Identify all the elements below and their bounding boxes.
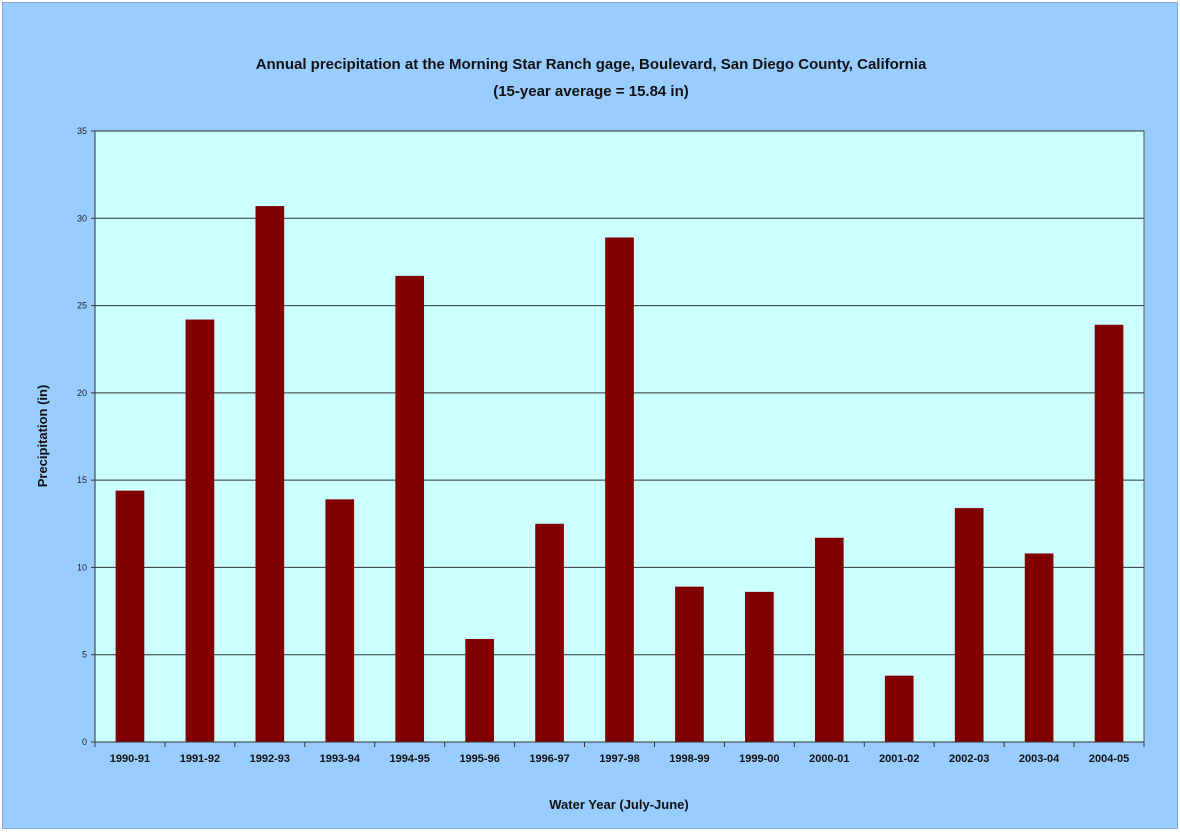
x-tick-label: 1997-98 xyxy=(599,753,639,765)
x-tick-label: 2001-02 xyxy=(879,753,919,765)
x-tick-label: 1995-96 xyxy=(459,753,499,765)
bar-1992-93 xyxy=(255,206,285,742)
bar-1991-92 xyxy=(185,319,215,742)
bar-2001-02 xyxy=(884,675,914,742)
x-tick-label: 1998-99 xyxy=(669,753,709,765)
y-axis-title: Precipitation (in) xyxy=(35,385,50,488)
y-tick-label: 20 xyxy=(77,388,87,398)
bar-1996-97 xyxy=(535,523,564,742)
bar-1999-00 xyxy=(745,591,774,742)
y-tick-labels: 0 5 10 15 20 25 30 35 xyxy=(77,126,95,747)
x-tick-label: 1992-93 xyxy=(250,753,290,765)
bar-1990-91 xyxy=(115,490,145,742)
x-tick-label: 1999-00 xyxy=(739,753,779,765)
x-tick-label: 1996-97 xyxy=(529,753,569,765)
bar-chart: Annual precipitation at the Morning Star… xyxy=(35,56,1145,812)
y-tick-label: 30 xyxy=(77,213,87,223)
bar-1993-94 xyxy=(325,499,355,742)
x-tick-label: 1994-95 xyxy=(390,753,430,765)
bars xyxy=(115,206,1124,742)
y-tick-label: 5 xyxy=(82,650,87,660)
chart-subtitle: (15-year average = 15.84 in) xyxy=(493,83,689,100)
bar-2002-03 xyxy=(954,508,984,742)
bar-1997-98 xyxy=(605,237,634,742)
x-tick-label: 1990-91 xyxy=(110,753,150,765)
chart-title: Annual precipitation at the Morning Star… xyxy=(256,56,927,73)
bar-2004-05 xyxy=(1094,324,1124,742)
x-tick-label: 2002-03 xyxy=(949,753,989,765)
bar-1998-99 xyxy=(675,586,704,742)
x-tick-labels: 1990-91 1991-92 1992-93 1993-94 1994-95 1995-… xyxy=(94,742,1145,765)
bar-1994-95 xyxy=(395,275,425,742)
x-tick-label: 2000-01 xyxy=(809,753,849,765)
y-tick-label: 15 xyxy=(77,475,87,485)
y-tick-label: 35 xyxy=(77,126,87,136)
bar-2003-04 xyxy=(1024,553,1054,742)
x-tick-label: 1993-94 xyxy=(320,753,361,765)
x-axis-title: Water Year (July-June) xyxy=(549,797,688,812)
bar-2000-01 xyxy=(814,537,844,742)
x-tick-label: 1991-92 xyxy=(180,753,220,765)
x-tick-label: 2004-05 xyxy=(1089,753,1129,765)
y-tick-label: 0 xyxy=(82,737,87,747)
bar-1995-96 xyxy=(465,639,494,742)
x-tick-label: 2003-04 xyxy=(1019,753,1060,765)
y-tick-label: 10 xyxy=(77,562,87,572)
y-tick-label: 25 xyxy=(77,301,87,311)
